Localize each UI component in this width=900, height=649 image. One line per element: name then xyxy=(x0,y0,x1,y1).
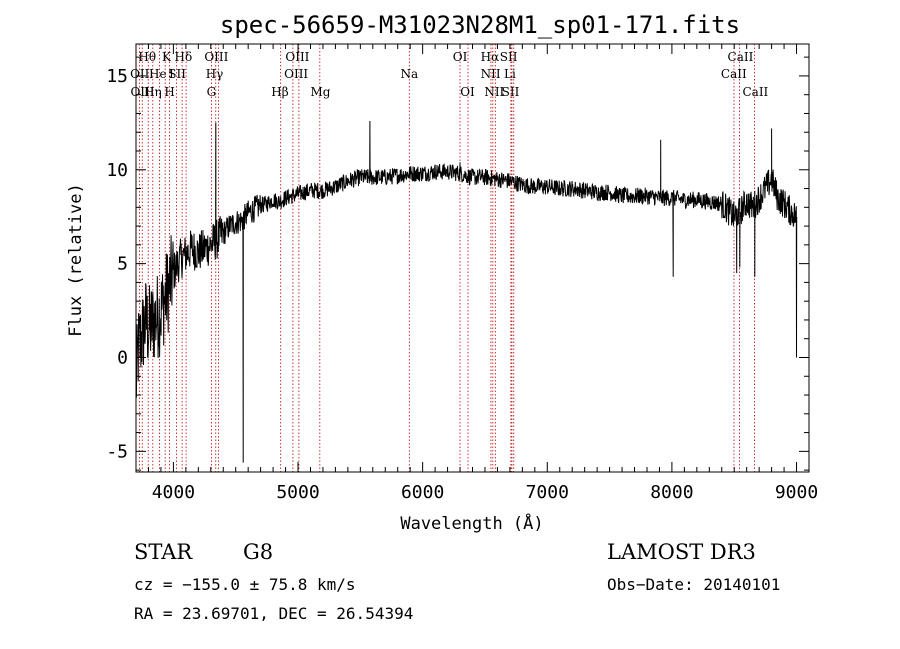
y-tick-label: 5 xyxy=(117,254,128,275)
x-tick-label: 5000 xyxy=(276,482,319,503)
y-axis: -5 0 5 10 15 xyxy=(106,56,809,471)
line-label: SII xyxy=(500,50,518,64)
coordinates: RA = 23.69701, DEC = 26.54394 xyxy=(134,604,414,623)
y-tick-label: 0 xyxy=(117,347,128,368)
line-label: Hα xyxy=(481,50,500,64)
line-label: OI xyxy=(460,85,475,99)
x-tick-label: 7000 xyxy=(526,482,569,503)
line-label: H xyxy=(164,85,174,99)
y-tick-label: -5 xyxy=(106,441,128,462)
line-label: He xyxy=(149,67,167,81)
line-label: Li xyxy=(504,67,516,81)
x-axis-label: Wavelength (Å) xyxy=(400,512,543,534)
line-label: Mg xyxy=(310,85,330,99)
spectrum-chart: spec-56659-M31023N28M1_sp01-171.fits Hθ K… xyxy=(66,11,818,534)
line-label: Hβ xyxy=(271,85,288,99)
object-class: STAR xyxy=(134,540,193,564)
line-label: SII xyxy=(168,67,186,81)
x-axis: 4000 5000 6000 7000 8000 9000 xyxy=(135,44,818,503)
line-label: OI xyxy=(453,50,468,64)
line-label: K xyxy=(162,50,172,64)
y-tick-label: 15 xyxy=(106,66,128,87)
line-label: NII xyxy=(484,85,504,99)
x-tick-label: 4000 xyxy=(152,482,195,503)
line-label: NII xyxy=(481,67,501,81)
line-markers xyxy=(138,44,755,472)
line-label: CaII xyxy=(721,67,747,81)
line-label: Hγ xyxy=(206,67,224,81)
line-label: CaII xyxy=(742,85,768,99)
line-label: CaII xyxy=(728,50,754,64)
x-tick-label: 9000 xyxy=(775,482,818,503)
line-label: OIII xyxy=(130,85,154,99)
line-label: G xyxy=(207,85,217,99)
y-axis-label: Flux (relative) xyxy=(66,183,86,337)
plot-frame xyxy=(135,43,810,473)
subclass: G8 xyxy=(243,540,274,564)
survey-name: LAMOST DR3 xyxy=(607,540,756,564)
line-label: Hθ xyxy=(138,50,156,64)
line-label: Hδ xyxy=(175,50,193,64)
spectrum-line xyxy=(135,120,798,463)
redshift-cz: cz = −155.0 ± 75.8 km/s xyxy=(134,575,356,594)
line-label: I xyxy=(169,67,174,81)
line-label: Na xyxy=(400,67,418,81)
line-label: OII xyxy=(130,67,150,81)
line-label: SII xyxy=(502,85,520,99)
line-label: OIII xyxy=(284,67,308,81)
line-label: OIII xyxy=(285,50,309,64)
y-tick-label: 10 xyxy=(106,160,128,181)
line-label: Hη xyxy=(144,85,162,99)
x-tick-label: 8000 xyxy=(650,482,693,503)
x-tick-label: 6000 xyxy=(401,482,444,503)
line-label: OIII xyxy=(204,50,228,64)
obs-date: Obs−Date: 20140101 xyxy=(607,575,781,594)
chart-title: spec-56659-M31023N28M1_sp01-171.fits xyxy=(220,11,740,39)
